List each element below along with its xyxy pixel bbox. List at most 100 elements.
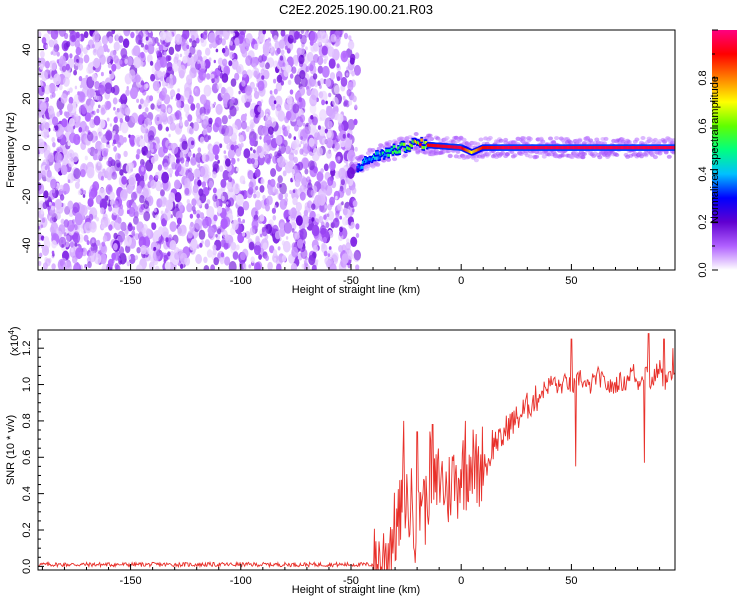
noise-speckle: [126, 199, 132, 209]
noise-speckle: [323, 163, 329, 172]
ridge-halo: [413, 132, 419, 136]
noise-speckle: [339, 226, 343, 233]
noise-speckle: [261, 75, 265, 80]
noise-speckle: [88, 190, 96, 200]
noise-speckle: [217, 228, 221, 235]
noise-speckle: [348, 100, 353, 106]
noise-speckle: [299, 47, 305, 56]
noise-speckle: [98, 131, 104, 139]
noise-speckle: [279, 222, 286, 231]
noise-speckle: [305, 46, 308, 51]
noise-speckle: [168, 145, 171, 150]
ridge-halo: [376, 146, 382, 151]
noise-speckle: [283, 221, 292, 234]
noise-speckle: [241, 80, 246, 87]
noise-speckle: [151, 222, 157, 230]
spectrogram-y-axis: -40 -20 0 20 40: [21, 36, 44, 271]
noise-speckle: [308, 63, 313, 71]
noise-speckle: [281, 255, 287, 262]
ridge-halo: [447, 153, 453, 158]
noise-speckle: [286, 48, 291, 54]
noise-speckle: [204, 203, 209, 210]
x-tick-label: 50: [565, 275, 577, 287]
noise-speckle: [161, 218, 167, 227]
noise-speckle: [279, 198, 287, 210]
noise-speckle: [110, 86, 116, 94]
snr-x-label: Height of straight line (km): [292, 584, 420, 596]
colorbar-label: Normalized spectral amplitude: [709, 76, 721, 224]
noise-speckle: [139, 98, 144, 105]
noise-speckle: [306, 30, 309, 33]
noise-speckle: [145, 228, 152, 237]
noise-speckle: [328, 39, 331, 43]
noise-speckle: [49, 189, 56, 200]
noise-speckle: [203, 121, 206, 125]
noise-speckle: [120, 103, 128, 115]
noise-speckle: [38, 225, 41, 230]
noise-speckle: [319, 109, 327, 121]
noise-speckle: [222, 229, 228, 238]
noise-speckle: [74, 213, 83, 226]
noise-speckle: [197, 59, 201, 65]
noise-speckle: [84, 125, 89, 132]
noise-speckle: [165, 126, 169, 132]
noise-speckle: [164, 261, 171, 270]
noise-speckle: [228, 60, 233, 67]
noise-speckle: [174, 42, 182, 52]
noise-speckle: [355, 223, 360, 230]
noise-speckle: [346, 72, 349, 77]
noise-speckle: [317, 55, 324, 66]
noise-speckle: [225, 45, 228, 50]
ridge-core: [396, 150, 399, 154]
ridge-halo: [540, 139, 546, 144]
noise-speckle: [49, 226, 55, 234]
noise-speckle: [186, 74, 193, 84]
noise-speckle: [294, 74, 302, 85]
ridge-core: [424, 141, 428, 145]
noise-speckle: [154, 174, 159, 181]
noise-speckle: [215, 48, 219, 53]
noise-speckle: [293, 136, 297, 141]
noise-speckle: [168, 133, 171, 138]
noise-speckle: [83, 234, 89, 242]
noise-speckle: [292, 189, 296, 194]
noise-speckle: [50, 178, 58, 190]
noise-speckle: [259, 33, 266, 43]
noise-speckle: [354, 146, 358, 152]
noise-speckle: [163, 254, 168, 262]
noise-speckle: [254, 262, 261, 270]
noise-speckle: [154, 214, 159, 221]
noise-speckle: [182, 55, 188, 64]
noise-speckle: [204, 89, 209, 96]
noise-speckle: [242, 219, 246, 224]
noise-speckle: [281, 124, 286, 131]
noise-speckle: [336, 76, 341, 82]
noise-speckle: [88, 69, 92, 74]
noise-speckle: [54, 85, 59, 92]
noise-speckle: [172, 61, 179, 73]
ridge-halo: [427, 133, 433, 138]
ridge-halo: [541, 154, 547, 159]
noise-speckle: [248, 181, 254, 189]
noise-speckle: [161, 87, 168, 96]
noise-speckle: [90, 99, 95, 107]
noise-speckle: [61, 118, 68, 128]
noise-speckle: [136, 148, 141, 155]
noise-speckle: [74, 40, 81, 49]
noise-speckle: [182, 30, 190, 40]
noise-speckle: [229, 40, 233, 46]
noise-speckle: [76, 58, 79, 63]
noise-speckle: [253, 193, 257, 199]
noise-speckle: [162, 180, 169, 191]
noise-speckle: [146, 150, 152, 159]
noise-speckle: [295, 215, 303, 226]
noise-speckle: [121, 93, 127, 101]
noise-speckle: [317, 65, 324, 74]
noise-speckle: [94, 81, 100, 90]
noise-speckle: [126, 184, 133, 194]
noise-speckle: [348, 35, 352, 41]
noise-speckle: [329, 72, 336, 80]
noise-speckle: [65, 63, 71, 71]
noise-speckle: [314, 81, 319, 88]
noise-speckle: [96, 239, 101, 246]
